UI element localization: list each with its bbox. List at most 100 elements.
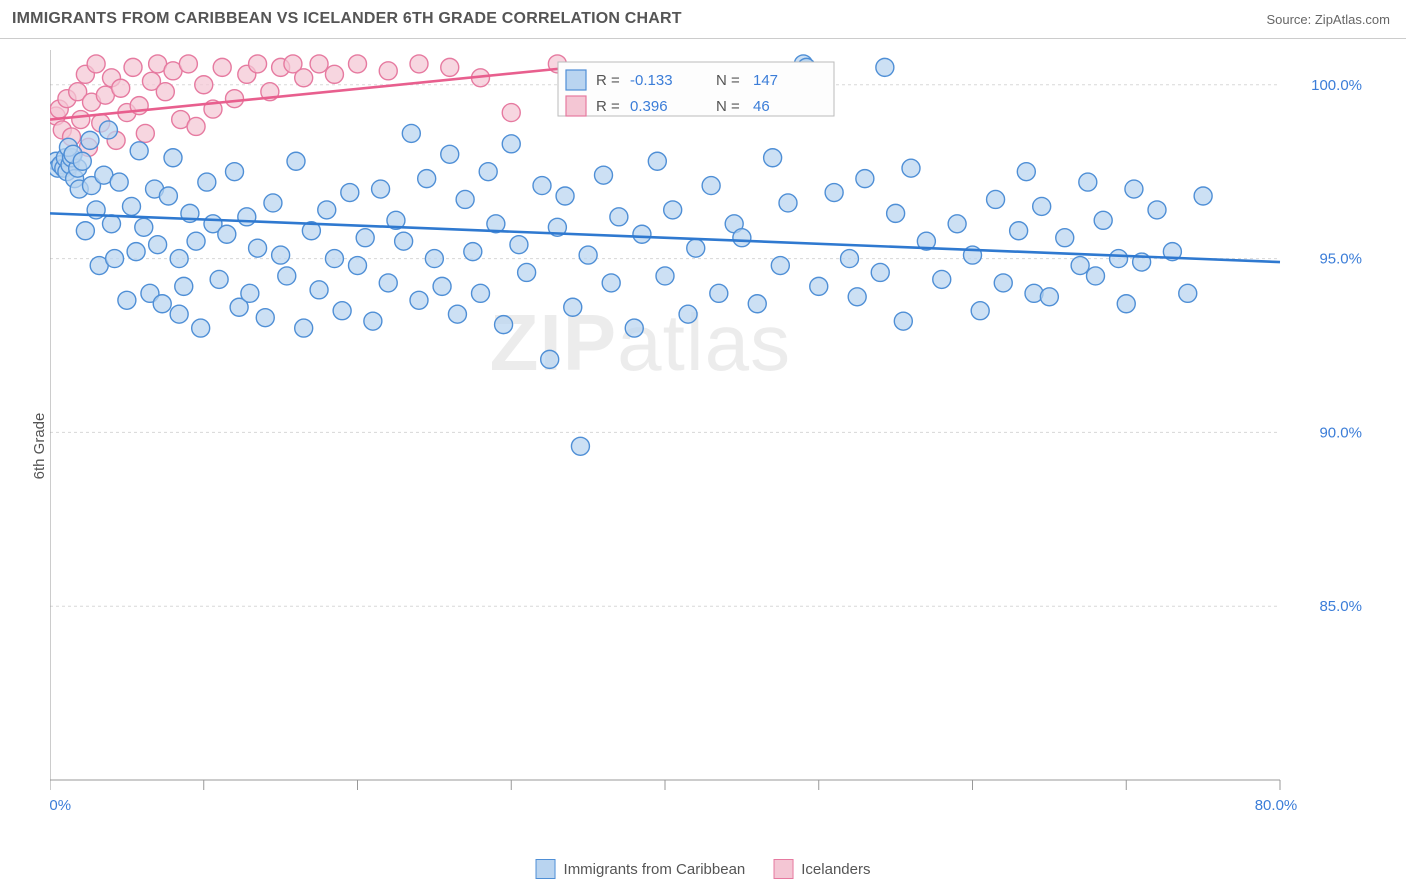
data-point-icelander (249, 55, 267, 73)
data-point-caribbean (1010, 222, 1028, 240)
data-point-caribbean (518, 263, 536, 281)
data-point-caribbean (249, 239, 267, 257)
data-point-caribbean (810, 277, 828, 295)
data-point-caribbean (456, 190, 474, 208)
legend-label-caribbean: Immigrants from Caribbean (564, 861, 746, 878)
data-point-caribbean (1117, 295, 1135, 313)
data-point-caribbean (418, 170, 436, 188)
legend-item-icelander: Icelanders (773, 860, 870, 880)
data-point-caribbean (110, 173, 128, 191)
data-point-caribbean (1094, 211, 1112, 229)
data-point-caribbean (333, 302, 351, 320)
chart-source: Source: ZipAtlas.com (1266, 12, 1390, 27)
data-point-caribbean (1110, 250, 1128, 268)
data-point-caribbean (364, 312, 382, 330)
data-point-caribbean (175, 277, 193, 295)
data-point-caribbean (226, 163, 244, 181)
stats-R-value-caribbean: -0.133 (630, 72, 673, 89)
data-point-caribbean (971, 302, 989, 320)
data-point-icelander (187, 117, 205, 135)
data-point-caribbean (479, 163, 497, 181)
data-point-caribbean (1125, 180, 1143, 198)
data-point-caribbean (876, 58, 894, 76)
data-point-caribbean (1079, 173, 1097, 191)
data-point-caribbean (571, 437, 589, 455)
data-point-caribbean (502, 135, 520, 153)
data-point-caribbean (159, 187, 177, 205)
data-point-caribbean (733, 229, 751, 247)
data-point-caribbean (748, 295, 766, 313)
data-point-icelander (213, 58, 231, 76)
data-point-caribbean (341, 184, 359, 202)
data-point-caribbean (241, 284, 259, 302)
data-point-caribbean (372, 180, 390, 198)
data-point-caribbean (448, 305, 466, 323)
data-point-caribbean (848, 288, 866, 306)
data-point-caribbean (1056, 229, 1074, 247)
data-point-caribbean (238, 208, 256, 226)
data-point-caribbean (579, 246, 597, 264)
data-point-icelander (179, 55, 197, 73)
data-point-caribbean (764, 149, 782, 167)
y-tick-label: 90.0% (1319, 424, 1362, 441)
data-point-caribbean (410, 291, 428, 309)
data-point-caribbean (871, 263, 889, 281)
data-point-caribbean (710, 284, 728, 302)
data-point-caribbean (687, 239, 705, 257)
data-point-caribbean (122, 197, 140, 215)
y-tick-label: 85.0% (1319, 598, 1362, 615)
data-point-caribbean (933, 270, 951, 288)
data-point-icelander (502, 104, 520, 122)
data-point-caribbean (994, 274, 1012, 292)
x-tick-label: 80.0% (1255, 797, 1298, 814)
data-point-caribbean (1194, 187, 1212, 205)
data-point-caribbean (395, 232, 413, 250)
data-point-caribbean (425, 250, 443, 268)
y-tick-label: 95.0% (1319, 251, 1362, 268)
data-point-caribbean (1017, 163, 1035, 181)
data-point-caribbean (656, 267, 674, 285)
data-point-caribbean (887, 204, 905, 222)
data-point-caribbean (272, 246, 290, 264)
data-point-caribbean (379, 274, 397, 292)
data-point-caribbean (894, 312, 912, 330)
data-point-icelander (124, 58, 142, 76)
data-point-icelander (325, 65, 343, 83)
data-point-caribbean (170, 305, 188, 323)
legend-swatch-icelander (773, 859, 793, 879)
data-point-icelander (112, 79, 130, 97)
data-point-caribbean (533, 177, 551, 195)
stats-N-label: N = (716, 98, 740, 115)
data-point-caribbean (149, 236, 167, 254)
data-point-caribbean (633, 225, 651, 243)
stats-R-label: R = (596, 98, 620, 115)
data-point-caribbean (1179, 284, 1197, 302)
data-point-caribbean (1040, 288, 1058, 306)
chart-title: IMMIGRANTS FROM CARIBBEAN VS ICELANDER 6… (12, 10, 682, 28)
data-point-caribbean (278, 267, 296, 285)
scatter-chart: 85.0%90.0%95.0%100.0%ZIPatlas0.0%80.0%R … (50, 50, 1370, 820)
chart-plot-area: 85.0%90.0%95.0%100.0%ZIPatlas0.0%80.0%R … (50, 50, 1370, 820)
data-point-icelander (295, 69, 313, 87)
y-tick-label: 100.0% (1311, 77, 1362, 94)
data-point-icelander (156, 83, 174, 101)
data-point-caribbean (164, 149, 182, 167)
data-point-caribbean (402, 124, 420, 142)
data-point-caribbean (103, 215, 121, 233)
data-point-caribbean (318, 201, 336, 219)
data-point-icelander (349, 55, 367, 73)
data-point-caribbean (948, 215, 966, 233)
data-point-caribbean (610, 208, 628, 226)
data-point-caribbean (198, 173, 216, 191)
data-point-caribbean (472, 284, 490, 302)
data-point-caribbean (325, 250, 343, 268)
stats-R-value-icelander: 0.396 (630, 98, 668, 115)
watermark: ZIPatlas (490, 298, 791, 387)
data-point-caribbean (1148, 201, 1166, 219)
stats-N-label: N = (716, 72, 740, 89)
data-point-icelander (195, 76, 213, 94)
data-point-caribbean (192, 319, 210, 337)
data-point-caribbean (349, 257, 367, 275)
data-point-caribbean (856, 170, 874, 188)
data-point-caribbean (464, 243, 482, 261)
